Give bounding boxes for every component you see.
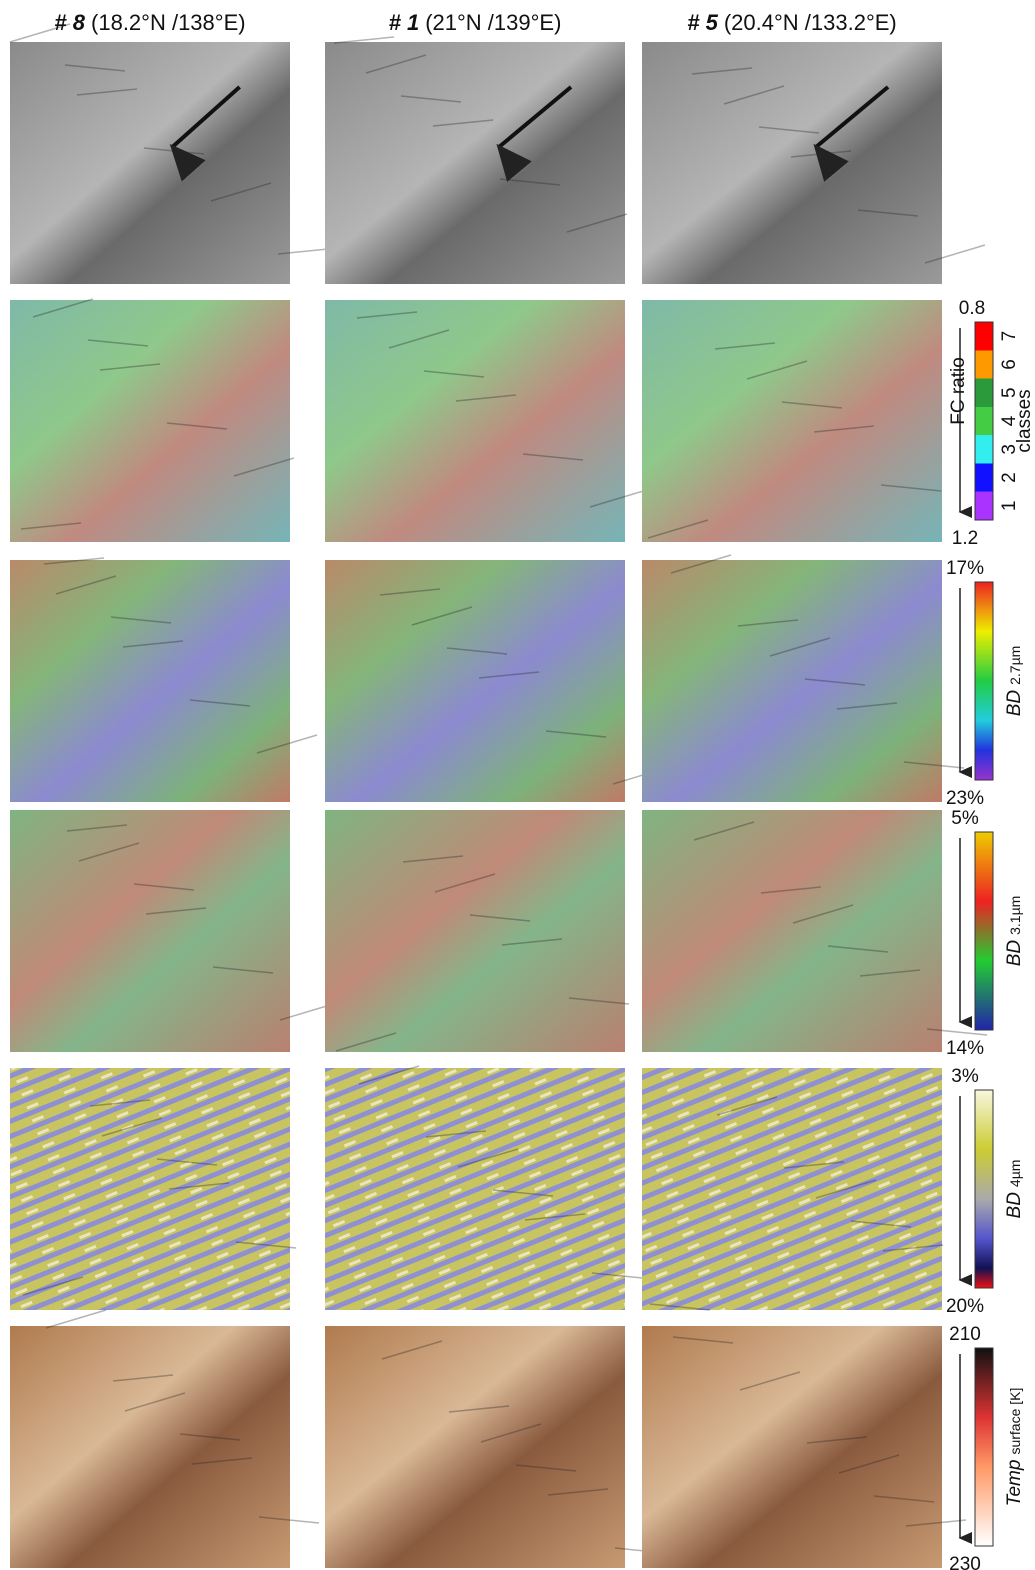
image-panel	[642, 1326, 942, 1568]
image-panel	[325, 810, 625, 1052]
class-label: 1	[999, 501, 1020, 512]
scale-title: BD 4µm	[1004, 1160, 1025, 1219]
scale-top-label: 17%	[946, 558, 984, 579]
image-panel	[325, 300, 625, 542]
scale-title: FC ratio	[948, 357, 969, 425]
scale-bottom-label: 230	[949, 1554, 981, 1570]
image-panel	[10, 560, 290, 802]
scale-title-sub: 3.1µm	[1007, 896, 1023, 935]
site-number: # 5	[687, 10, 718, 35]
colorbar	[975, 1090, 993, 1288]
scale-bottom-label: 14%	[946, 1038, 984, 1059]
colorbar	[975, 1348, 993, 1546]
site-number: # 1	[389, 10, 420, 35]
site-location: (21°N /139°E)	[425, 10, 561, 35]
scale-bottom-label: 1.2	[952, 528, 978, 549]
scale-title-sub: surface [K]	[1007, 1388, 1023, 1455]
colorbar	[975, 582, 993, 780]
image-panel	[10, 1068, 290, 1310]
image-panel	[325, 1068, 625, 1310]
image-panel	[325, 42, 625, 284]
scale-title-main: BD	[1004, 940, 1025, 967]
scale-title-sub: 2.7µm	[1007, 646, 1023, 685]
scale-title-main: BD	[1004, 1192, 1025, 1219]
image-panel	[642, 810, 942, 1052]
scale-top-label: 5%	[951, 808, 979, 829]
column-header: # 1(21°N /139°E)	[389, 10, 562, 35]
image-panel	[642, 42, 942, 284]
figure: # 8(18.2°N /138°E) # 1(21°N /139°E) # 5(20…	[0, 0, 1035, 1570]
image-panel	[10, 810, 290, 1052]
image-panel	[10, 42, 290, 284]
scale-bottom-label: 20%	[946, 1296, 984, 1317]
scale-top-label: 210	[949, 1324, 981, 1345]
image-panel	[325, 1326, 625, 1568]
classes-title: classes	[1014, 389, 1035, 452]
column-header: # 8(18.2°N /138°E)	[54, 10, 245, 35]
colorbar	[975, 832, 993, 1030]
image-panel	[325, 560, 625, 802]
image-panel	[10, 1326, 290, 1568]
scale-top-label: 3%	[951, 1066, 979, 1087]
column-header: # 5(20.4°N /133.2°E)	[687, 10, 897, 35]
scale-title-main: Temp	[1004, 1460, 1025, 1507]
colorbar	[975, 322, 993, 520]
scale-title-main: BD	[1004, 690, 1025, 717]
scale-top-label: 0.8	[959, 298, 985, 319]
image-panel	[642, 1068, 942, 1310]
scale-title: Temp surface [K]	[1004, 1388, 1025, 1507]
image-panel	[642, 560, 942, 802]
scale-title: BD 3.1µm	[1004, 896, 1025, 967]
site-location: (20.4°N /133.2°E)	[724, 10, 897, 35]
image-panel	[642, 300, 942, 542]
site-number: # 8	[54, 10, 85, 35]
scale-title: BD 2.7µm	[1004, 646, 1025, 717]
class-label: 2	[999, 472, 1020, 483]
image-panel	[10, 300, 290, 542]
scale-title-sub: 4µm	[1007, 1160, 1023, 1188]
crack	[46, 1310, 106, 1328]
site-location: (18.2°N /138°E)	[91, 10, 246, 35]
class-label: 6	[999, 359, 1020, 370]
class-label: 7	[999, 331, 1020, 342]
scale-bottom-label: 23%	[946, 788, 984, 809]
